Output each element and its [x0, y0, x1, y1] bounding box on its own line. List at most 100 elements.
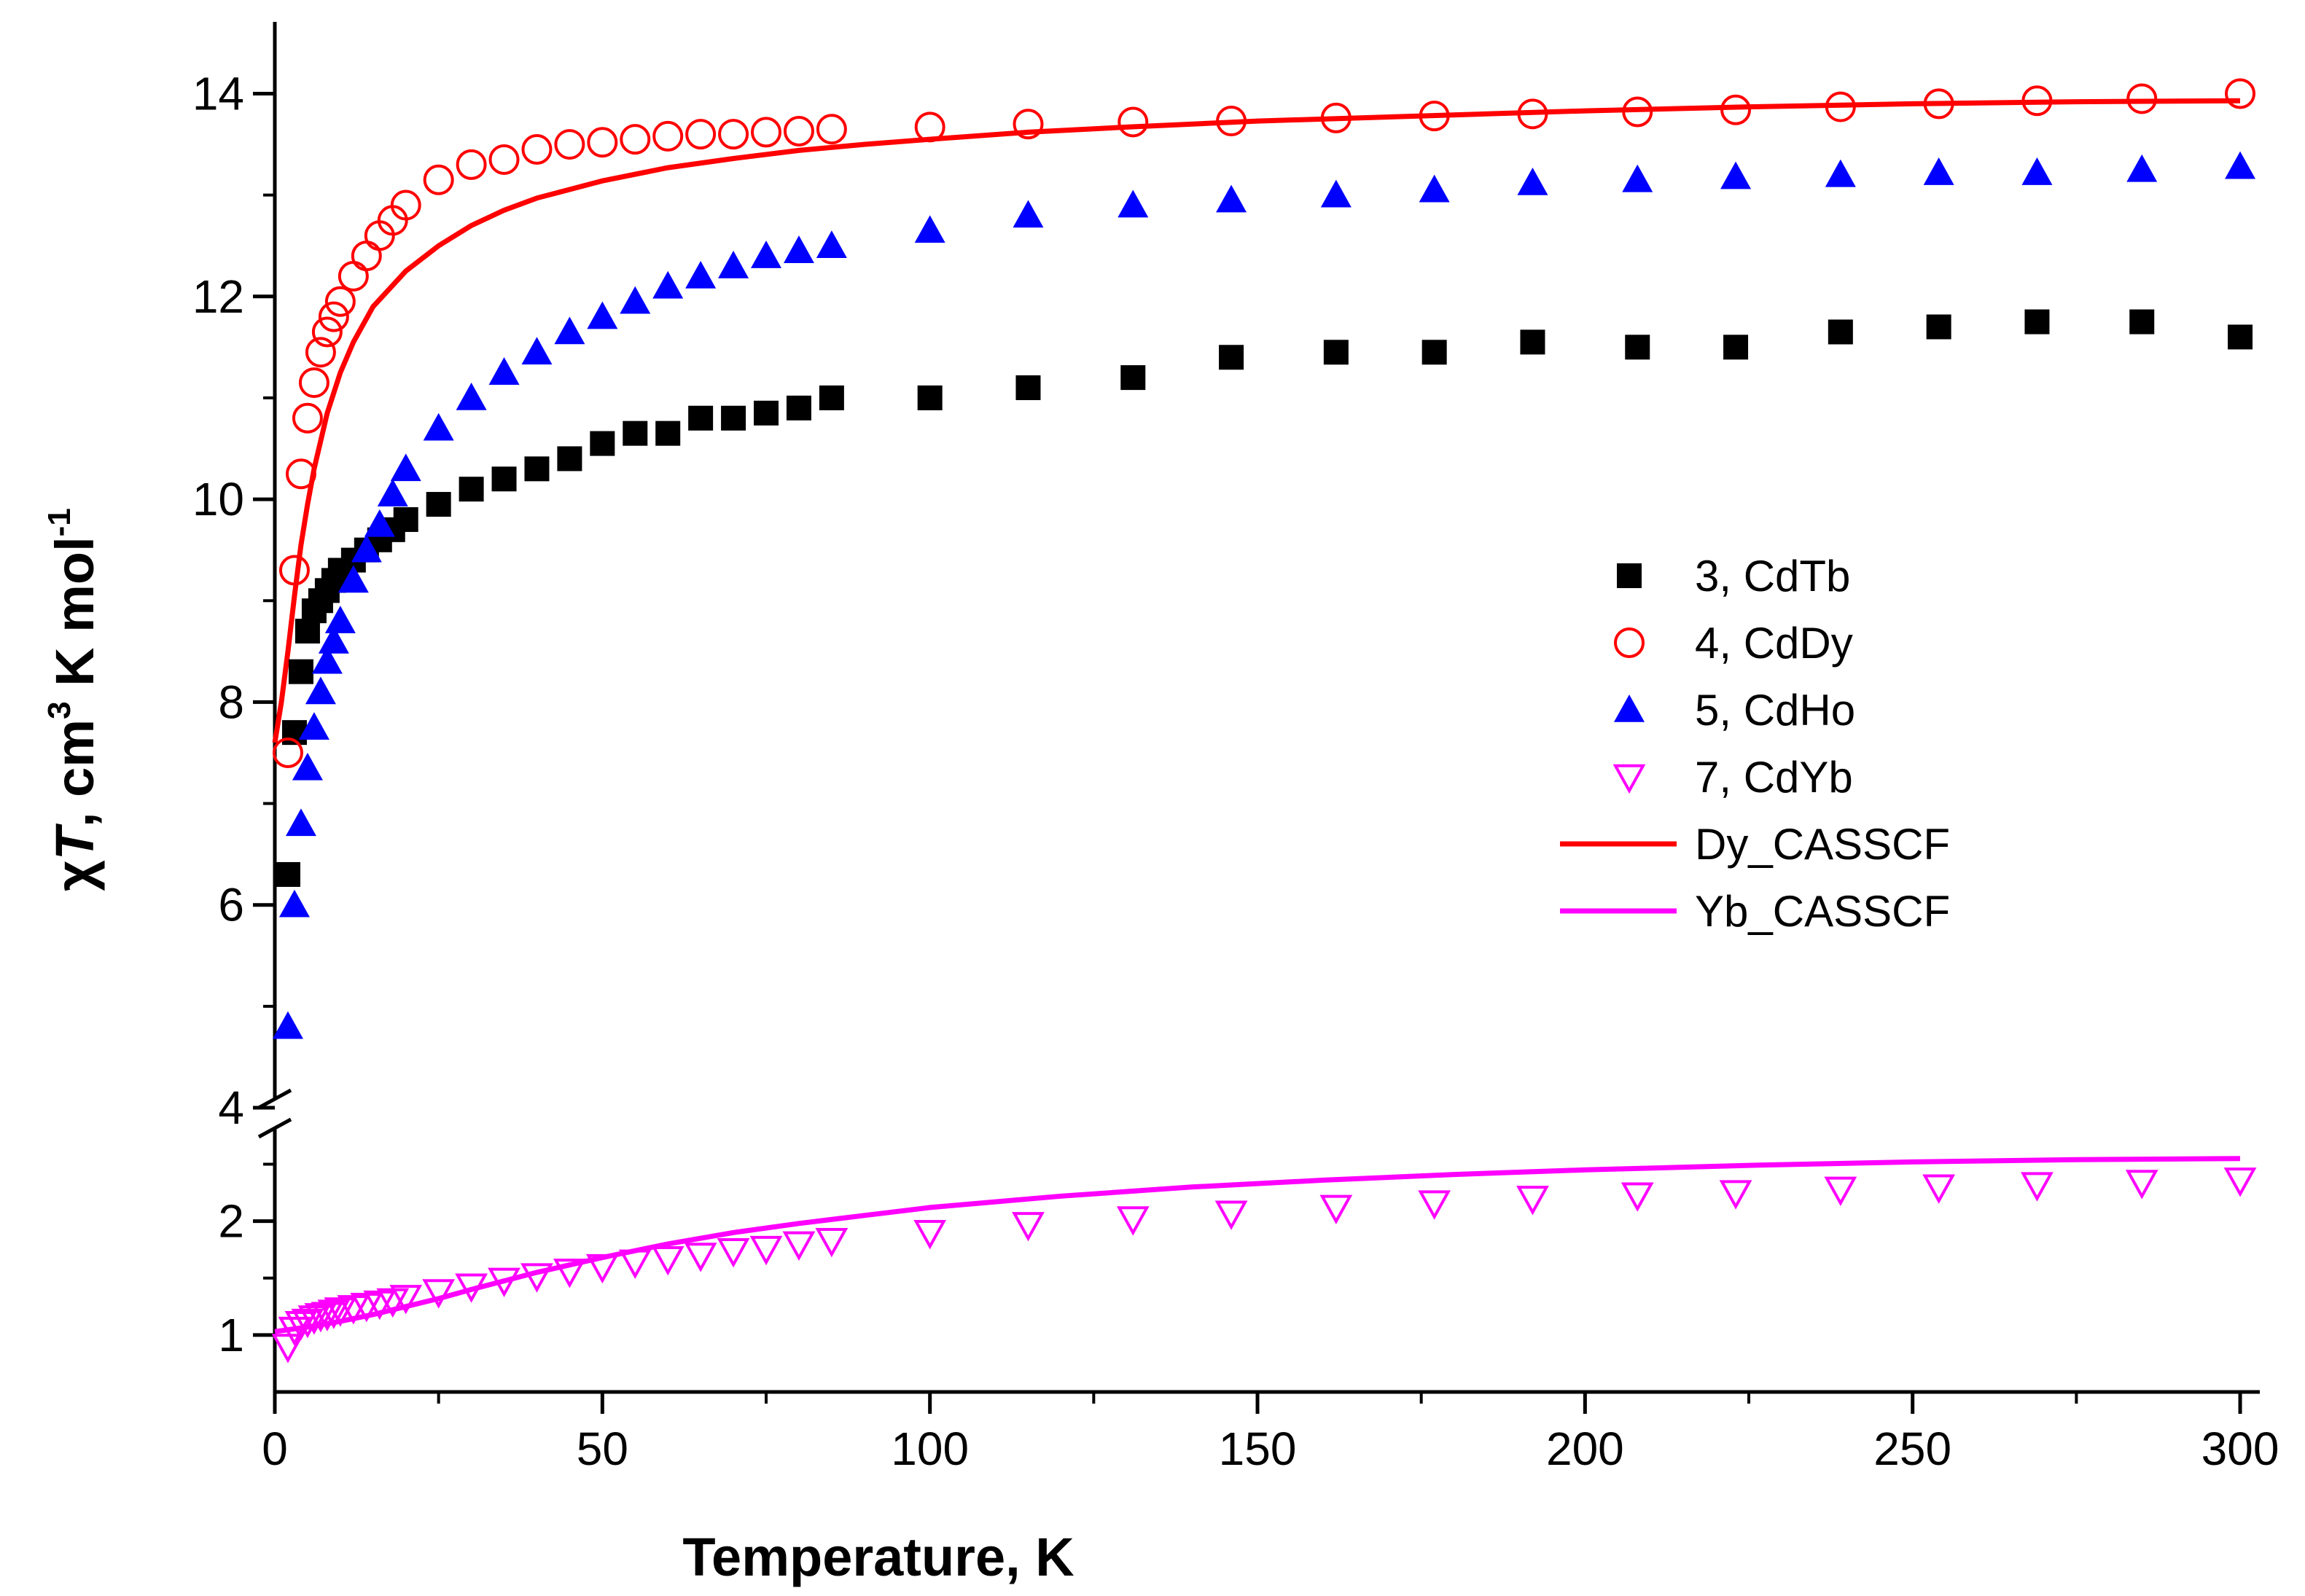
legend-label-5-cdho: 5, CdHo: [1695, 686, 1855, 735]
data-point-3-cdtb: [275, 861, 300, 887]
data-point-4-cddy: [587, 127, 618, 158]
data-point-4-cddy: [1320, 102, 1352, 133]
data-point-7-cdyb: [2125, 1170, 2158, 1200]
data-point-7-cdyb: [1012, 1212, 1045, 1242]
data-point-5-cdho: [521, 337, 553, 365]
data-point-7-cdyb: [317, 1299, 351, 1329]
x-axis-title: Temperature, K: [682, 1527, 1074, 1587]
legend-label-4-cddy: 4, CdDy: [1695, 619, 1853, 668]
data-point-3-cdtb: [1520, 329, 1545, 355]
data-point-4-cddy: [718, 119, 749, 150]
y-tick-label: 10: [192, 473, 244, 525]
x-tick-label: 150: [1219, 1423, 1297, 1475]
data-point-4-cddy: [1825, 91, 1856, 122]
data-point-3-cdtb: [459, 477, 484, 502]
x-tick-label: 50: [577, 1423, 628, 1475]
data-point-5-cdho: [318, 625, 349, 654]
data-point-4-cddy: [1216, 106, 1247, 137]
data-point-3-cdtb: [688, 405, 714, 431]
data-point-7-cdyb: [1418, 1190, 1451, 1220]
x-tick-label: 300: [2201, 1423, 2279, 1475]
data-point-3-cdtb: [288, 659, 313, 684]
y-tick-label: 2: [218, 1195, 244, 1248]
data-point-4-cddy: [816, 114, 847, 145]
data-point-4-cddy: [488, 144, 520, 175]
data-point-3-cdtb: [1421, 340, 1447, 365]
data-point-5-cdho: [311, 646, 343, 674]
data-point-4-cddy: [554, 129, 585, 160]
data-point-7-cdyb: [684, 1243, 717, 1272]
data-point-3-cdtb: [393, 506, 418, 532]
data-point-5-cdho: [652, 270, 684, 299]
y-axis-title-sup2: -1: [42, 508, 77, 536]
data-point-4-cddy: [685, 119, 717, 150]
data-point-5-cdho: [1320, 179, 1352, 208]
legend-label-dy-casscf: Dy_CASSCF: [1695, 820, 1950, 869]
data-point-7-cdyb: [488, 1267, 520, 1297]
data-point-4-cddy: [1923, 88, 1954, 120]
data-point-3-cdtb: [590, 431, 615, 456]
data-point-4-cddy: [298, 367, 329, 399]
data-point-4-cddy: [324, 286, 356, 317]
data-point-4-cddy: [292, 402, 323, 434]
x-tick-label: 200: [1546, 1423, 1624, 1475]
data-point-5-cdho: [377, 479, 408, 506]
data-point-4-cddy: [318, 301, 349, 332]
y-axis-title-unit1: , cm: [44, 719, 105, 827]
data-point-4-cddy: [652, 120, 684, 152]
data-point-4-cddy: [278, 555, 310, 586]
legend-swatch-5-cdho: [1614, 695, 1645, 722]
data-point-7-cdyb: [520, 1263, 553, 1293]
legend-label-3-cdtb: 3, CdTb: [1695, 552, 1850, 601]
data-point-4-cddy: [620, 124, 651, 155]
data-point-4-cddy: [305, 337, 336, 368]
data-point-7-cdyb: [1214, 1200, 1248, 1230]
data-point-7-cdyb: [284, 1311, 318, 1341]
data-point-5-cdho: [1517, 167, 1548, 195]
data-point-5-cdho: [1216, 184, 1247, 213]
data-point-5-cdho: [554, 316, 585, 345]
data-point-7-cdyb: [311, 1302, 344, 1331]
data-point-5-cdho: [278, 889, 310, 918]
data-point-7-cdyb: [651, 1245, 685, 1276]
data-point-3-cdtb: [1828, 319, 1853, 345]
data-point-7-cdyb: [717, 1238, 750, 1268]
data-point-5-cdho: [1118, 189, 1149, 218]
data-point-5-cdho: [685, 260, 717, 289]
y-axis-break-mark: [257, 1117, 292, 1139]
x-tick-label: 100: [891, 1423, 969, 1475]
y-tick-label: 4: [218, 1081, 244, 1134]
y-axis-title-sup1: 3: [42, 701, 77, 719]
data-point-5-cdho: [292, 752, 323, 781]
legend-swatch-7-cdyb: [1612, 764, 1646, 794]
data-point-7-cdyb: [585, 1253, 619, 1284]
series-line-yb-casscf: [274, 1156, 2241, 1334]
data-point-3-cdtb: [1120, 365, 1146, 391]
y-tick-label: 8: [218, 676, 244, 728]
data-point-5-cdho: [324, 606, 356, 633]
data-point-5-cdho: [2225, 151, 2256, 179]
y-axis-title-unit2: K mol: [44, 536, 105, 701]
data-point-7-cdyb: [1116, 1206, 1150, 1236]
data-point-5-cdho: [783, 235, 814, 263]
data-point-5-cdho: [456, 382, 487, 410]
data-point-3-cdtb: [1723, 335, 1749, 360]
data-point-3-cdtb: [819, 385, 844, 410]
data-point-3-cdtb: [2024, 309, 2050, 335]
data-point-5-cdho: [1419, 174, 1450, 203]
data-point-7-cdyb: [422, 1279, 456, 1309]
data-markers: [271, 78, 2257, 1364]
data-point-5-cdho: [390, 453, 421, 482]
data-point-4-cddy: [456, 149, 487, 180]
data-point-5-cdho: [718, 251, 749, 278]
y-axis-break-mark: [257, 1088, 292, 1110]
data-point-3-cdtb: [426, 492, 451, 517]
data-point-7-cdyb: [815, 1227, 849, 1258]
data-point-7-cdyb: [278, 1316, 311, 1347]
data-point-5-cdho: [1825, 159, 1856, 187]
data-point-3-cdtb: [1015, 375, 1041, 401]
data-point-5-cdho: [1622, 164, 1653, 192]
data-point-5-cdho: [351, 534, 382, 563]
data-point-5-cdho: [364, 509, 395, 537]
